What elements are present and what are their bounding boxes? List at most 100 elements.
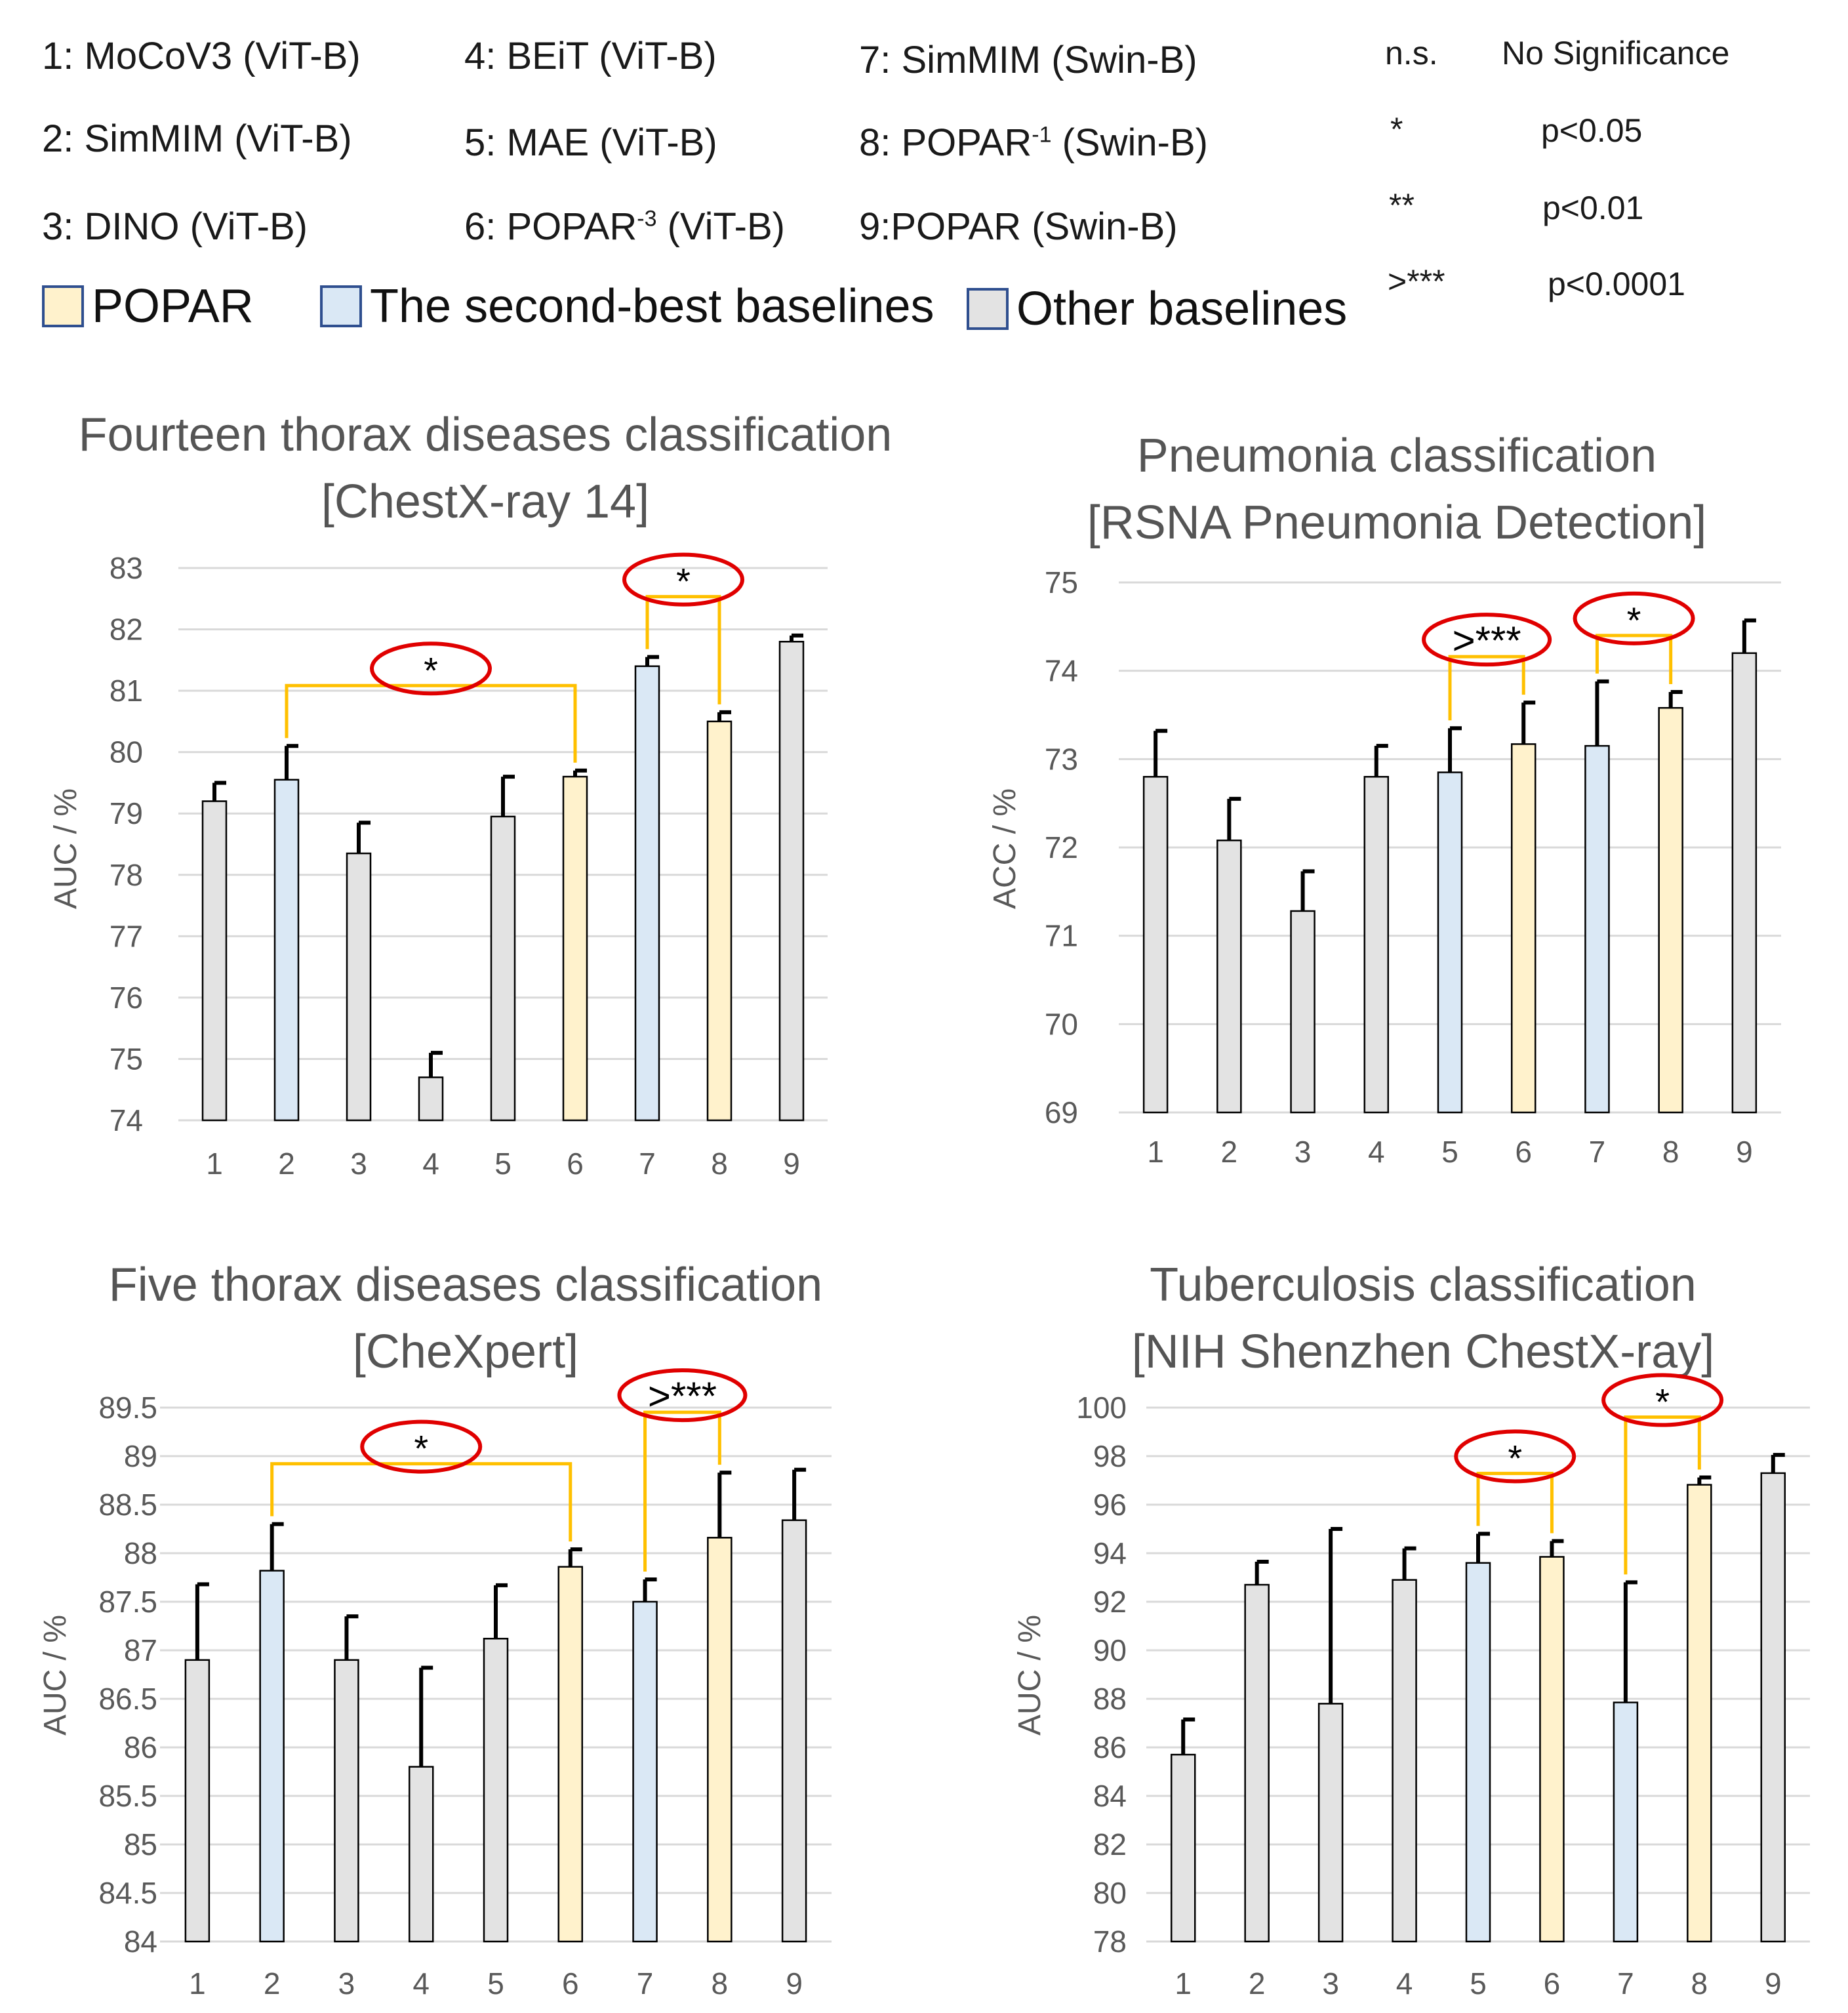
y-tick-label: 82 (1093, 1827, 1127, 1861)
y-axis-label: AUC / % (49, 788, 83, 909)
y-tick-label: 74 (1045, 654, 1078, 688)
y-tick-label: 82 (110, 613, 143, 647)
sig-symbol-2: ** (1389, 187, 1415, 224)
x-tick-label: 8 (712, 1966, 729, 2001)
sig-symbol-ns: n.s. (1385, 35, 1438, 71)
popar-swatch (42, 285, 84, 327)
y-tick-label: 79 (110, 796, 143, 830)
x-tick-label: 5 (1441, 1135, 1458, 1169)
bar (707, 1537, 733, 1943)
bar (1613, 1701, 1639, 1943)
bar (334, 1659, 359, 1943)
bar (184, 1659, 211, 1943)
y-tick-label: 86 (1093, 1730, 1127, 1764)
x-tick-label: 8 (711, 1147, 728, 1181)
y-tick-label: 80 (1093, 1876, 1127, 1910)
x-tick-label: 9 (783, 1147, 800, 1181)
significance-bracket (1624, 1415, 1701, 1575)
y-axis-label: AUC / % (1013, 1615, 1047, 1736)
y-tick-label: 75 (110, 1042, 143, 1076)
color-key-popar-label: POPAR (92, 280, 254, 333)
y-tick-label: 86.5 (98, 1682, 157, 1716)
y-tick-label: 76 (110, 981, 143, 1015)
y-tick-label: 84 (124, 1924, 157, 1959)
y-axis-label: AUC / % (38, 1615, 73, 1736)
y-tick-label: 85 (124, 1827, 157, 1861)
y-tick-label: 73 (1045, 742, 1078, 776)
bar (1687, 1484, 1712, 1943)
significance-ellipse (360, 1419, 483, 1474)
x-tick-label: 4 (1368, 1135, 1385, 1169)
significance-ellipse (1454, 1429, 1577, 1484)
significance-label: * (424, 649, 438, 691)
x-tick-label: 9 (1736, 1135, 1753, 1169)
chart-2-title: Pneumonia classification (1136, 430, 1657, 482)
y-tick-label: 90 (1093, 1633, 1127, 1667)
x-tick-label: 6 (1544, 1966, 1561, 2001)
x-tick-label: 2 (1221, 1135, 1238, 1169)
y-tick-label: 87 (124, 1633, 157, 1667)
y-tick-label: 81 (110, 674, 143, 708)
method-legend-6: 6: POPAR-3 (ViT-B) (464, 205, 785, 248)
significance-bracket (1476, 1471, 1554, 1534)
bar (201, 800, 228, 1122)
bar (1658, 706, 1683, 1114)
significance-ellipse (617, 1368, 748, 1423)
color-key-other-label: Other baselines (1016, 283, 1348, 335)
bar (1465, 1562, 1491, 1943)
x-tick-label: 8 (1662, 1135, 1679, 1169)
x-tick-label: 4 (1396, 1966, 1413, 2001)
y-tick-label: 92 (1093, 1585, 1127, 1619)
bar (1170, 1753, 1196, 1943)
x-tick-label: 3 (350, 1147, 367, 1181)
significance-bracket (270, 1462, 572, 1542)
sig-symbol-3: >*** (1388, 263, 1445, 300)
bar (1760, 1472, 1786, 1943)
y-tick-label: 87.5 (98, 1585, 157, 1619)
significance-bracket (285, 683, 577, 763)
second-best-swatch (320, 285, 362, 327)
bar (346, 852, 372, 1122)
y-tick-label: 85.5 (98, 1779, 157, 1813)
y-tick-label: 96 (1093, 1488, 1127, 1522)
x-tick-label: 2 (1249, 1966, 1266, 2001)
sig-desc-2: p<0.01 (1542, 190, 1644, 226)
x-tick-label: 8 (1691, 1966, 1708, 2001)
bar (490, 815, 516, 1122)
x-tick-label: 1 (1175, 1966, 1192, 2001)
x-tick-label: 3 (1322, 1966, 1339, 2001)
y-tick-label: 89.5 (98, 1391, 157, 1425)
y-tick-label: 78 (1093, 1924, 1127, 1959)
chart-1-title: Fourteen thorax diseases classification (78, 409, 893, 461)
bar (483, 1637, 509, 1943)
chart-4-title-block: Tuberculosis classification [NIH Shenzhe… (984, 1251, 1848, 1385)
x-tick-label: 7 (1589, 1135, 1606, 1169)
bar (1539, 1556, 1565, 1943)
y-tick-label: 69 (1045, 1095, 1078, 1129)
y-tick-label: 74 (110, 1103, 143, 1137)
x-tick-label: 1 (206, 1147, 223, 1181)
chart-1-title-block: Fourteen thorax diseases classification … (26, 401, 944, 535)
x-tick-label: 6 (567, 1147, 584, 1181)
method-legend-3: 3: DINO (ViT-B) (42, 205, 308, 248)
bar (781, 1519, 807, 1943)
x-tick-label: 3 (338, 1966, 355, 2001)
other-swatch (967, 288, 1009, 330)
x-tick-label: 9 (1765, 1966, 1782, 2001)
chart-2-title-block: Pneumonia classification [RSNA Pneumonia… (971, 422, 1823, 556)
significance-bracket (645, 595, 721, 704)
y-tick-label: 88 (124, 1536, 157, 1570)
y-tick-label: 72 (1045, 830, 1078, 864)
significance-label: * (414, 1428, 428, 1469)
significance-ellipse (1573, 591, 1695, 645)
significance-label: * (1508, 1437, 1522, 1478)
x-tick-label: 1 (189, 1966, 206, 2001)
significance-bracket (1448, 655, 1525, 721)
x-tick-label: 5 (1470, 1966, 1487, 2001)
chart-3-title-block: Five thorax diseases classification [Che… (26, 1251, 905, 1385)
y-tick-label: 89 (124, 1439, 157, 1473)
sig-symbol-1: * (1390, 111, 1403, 148)
